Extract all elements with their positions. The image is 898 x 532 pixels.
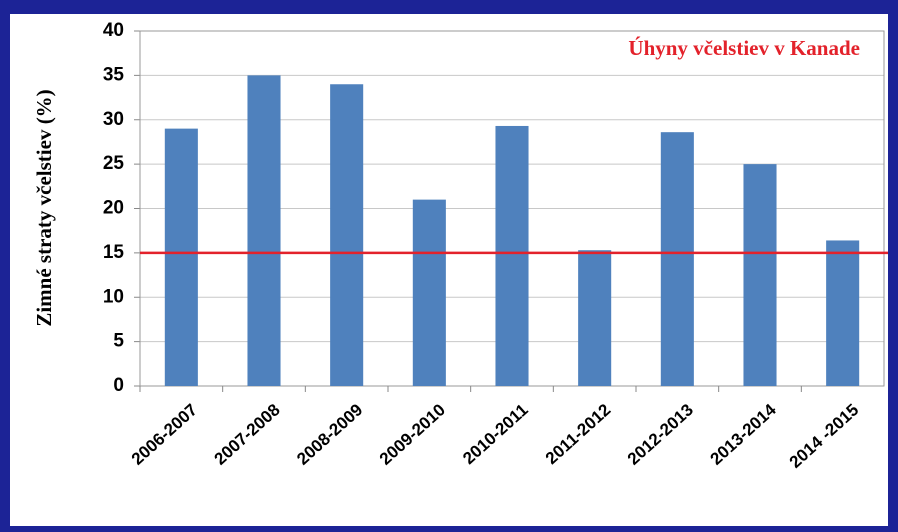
bar xyxy=(412,199,446,386)
y-tick-label: 30 xyxy=(103,109,124,130)
bar xyxy=(743,164,777,386)
y-axis-label: Zimné straty včelstiev (%) xyxy=(32,89,56,326)
y-tick-label: 15 xyxy=(103,242,125,263)
bar xyxy=(495,125,529,387)
y-tick-label: 40 xyxy=(103,20,124,41)
y-tick-label: 10 xyxy=(103,286,124,307)
y-tick-label: 0 xyxy=(113,375,124,396)
bar xyxy=(330,84,364,386)
chart-title: Úhyny včelstiev v Kanade xyxy=(628,36,860,60)
y-tick-label: 20 xyxy=(103,198,124,219)
bar xyxy=(826,240,860,386)
y-tick-label: 25 xyxy=(103,153,125,174)
y-tick-label: 5 xyxy=(113,331,124,352)
bar xyxy=(660,132,694,386)
bar xyxy=(578,250,612,386)
bar xyxy=(247,75,281,386)
chart-panel xyxy=(10,14,888,526)
bar xyxy=(164,128,198,386)
y-tick-label: 35 xyxy=(103,64,125,85)
